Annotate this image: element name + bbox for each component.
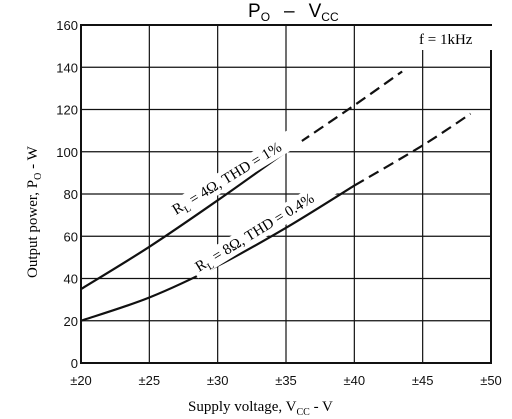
x-tick-label: ±25 bbox=[139, 373, 161, 388]
chart-title: PO – VCC bbox=[248, 1, 339, 24]
y-tick-label: 20 bbox=[64, 314, 78, 329]
annotation-bg bbox=[415, 26, 493, 50]
title-dash: – bbox=[284, 1, 295, 22]
x-tick-label: ±20 bbox=[70, 373, 92, 388]
y-tick-label: 80 bbox=[64, 187, 78, 202]
x-tick-labels: ±20 ±25 ±30 ±35 ±40 ±45 ±50 bbox=[70, 373, 502, 388]
x-tick-label: ±30 bbox=[207, 373, 229, 388]
grid-lines bbox=[80, 24, 492, 364]
series-0-solid-line bbox=[80, 150, 287, 290]
y-tick-label: 160 bbox=[56, 18, 78, 33]
series-label-4ohm-bg bbox=[165, 126, 304, 222]
y-tick-label: 100 bbox=[56, 145, 78, 160]
title-p: P bbox=[248, 1, 261, 22]
frequency-annotation: f = 1kHz bbox=[419, 32, 473, 48]
x-tick-label: ±35 bbox=[275, 373, 297, 388]
y-tick-labels: 0 20 40 60 80 100 120 140 160 bbox=[56, 18, 78, 371]
y-tick-label: 140 bbox=[56, 60, 78, 75]
x-tick-label: ±45 bbox=[412, 373, 434, 388]
x-tick-label: ±40 bbox=[344, 373, 366, 388]
title-p-sub: O bbox=[261, 10, 270, 24]
series-0-dashed-line bbox=[285, 70, 403, 153]
x-tick-label: ±50 bbox=[480, 373, 502, 388]
data-series bbox=[80, 70, 472, 322]
plot-frame bbox=[80, 24, 492, 364]
y-axis-label: Output power, PO - W bbox=[25, 145, 44, 278]
series-label-8ohm-bg bbox=[188, 172, 345, 279]
y-tick-label: 40 bbox=[64, 272, 78, 287]
title-vcc: V bbox=[309, 1, 322, 22]
y-tick-label: 120 bbox=[56, 103, 78, 118]
series-1-dashed-line bbox=[353, 112, 472, 187]
y-tick-label: 0 bbox=[71, 356, 78, 371]
x-axis-label: Supply voltage, VCC - V bbox=[188, 399, 333, 418]
y-tick-label: 60 bbox=[64, 229, 78, 244]
title-vcc-sub: CC bbox=[321, 10, 339, 24]
